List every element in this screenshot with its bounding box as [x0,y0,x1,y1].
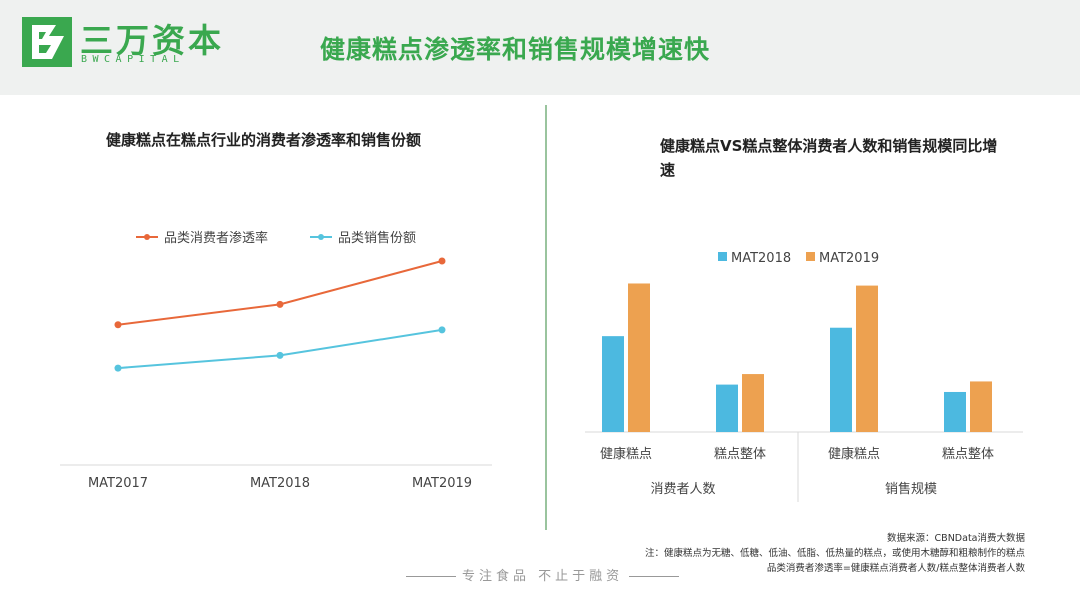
x-tick-label-2: 糕点整体 [714,447,766,462]
logo-icon [22,17,72,67]
slogan-line-right [629,576,680,577]
x-tick-label-3: 健康糕点 [828,446,880,462]
slogan-text: 专注食品 不止于融资 [462,569,624,584]
x-tick-label-3: MAT2019 [412,476,472,491]
line-chart-title: 健康糕点在糕点行业的消费者渗透率和销售份额 [106,131,422,149]
legend-marker-1 [144,234,150,240]
brand-name-en: BWCAPITAL [81,54,185,65]
x-tick-label-1: MAT2017 [88,476,148,491]
bar-1-4 [944,391,966,432]
bar-2-2 [742,374,764,432]
bar-1-1 [602,336,624,432]
legend-marker-2 [318,234,324,240]
bar-1-2 [716,384,738,432]
data-point-1-1 [114,321,122,329]
legend-swatch-1 [718,252,727,261]
footnote-formula: 品类消费者渗透率=健康糕点消费者人数/糕点整体消费者人数 [766,563,1025,574]
legend-label-1: MAT2018 [731,251,791,266]
line-chart: 品类消费者渗透率 品类销售份额 MAT2017 MAT2018 MAT2019 [60,230,492,491]
bar-chart-title: 健康糕点VS糕点整体消费者人数和销售规模同比增速 [660,137,998,179]
footnote-definition: 注：健康糕点为无糖、低糖、低油、低脂、低热量的糕点，或使用木糖醇和粗粮制作的糕点 [644,548,1025,559]
page-title: 健康糕点渗透率和销售规模增速快 [320,35,711,64]
legend-swatch-2 [806,252,815,261]
data-point-2-2 [276,351,284,359]
bar-1-3 [830,327,852,432]
data-point-2-3 [438,326,446,334]
x-tick-label-4: 糕点整体 [942,447,994,462]
group-label-1: 消费者人数 [650,482,715,497]
bar-2-3 [856,285,878,432]
bar-2-4 [970,381,992,432]
group-label-2: 销售规模 [885,481,937,497]
bar-chart: MAT2018 MAT2019 健康糕点 糕点整体 健康糕点 糕点整体消费者人数 销售规模 [585,251,1023,502]
series-line-1 [117,260,443,326]
data-point-1-3 [438,257,446,265]
legend-label-2: 品类销售份额 [338,230,416,246]
x-tick-label-1: 健康糕点 [600,446,652,462]
series-line-2 [117,328,443,370]
legend-label-2: MAT2019 [819,251,879,266]
data-point-2-1 [114,364,122,372]
header-bar: 三万资本 BWCAPITAL 健康糕点渗透率和销售规模增速快 [0,0,1080,95]
x-tick-label-2: MAT2018 [250,476,310,491]
legend-label-1: 品类消费者渗透率 [164,230,268,246]
bar-2-1 [628,283,650,432]
source-note: 数据来源：CBNData消费大数据 [887,533,1025,544]
slogan-line-left [406,576,456,577]
data-point-1-2 [276,300,284,308]
slogan: 专注食品 不止于融资 [400,565,685,584]
divider [545,105,547,530]
brand-name: 三万资本 [80,21,224,60]
